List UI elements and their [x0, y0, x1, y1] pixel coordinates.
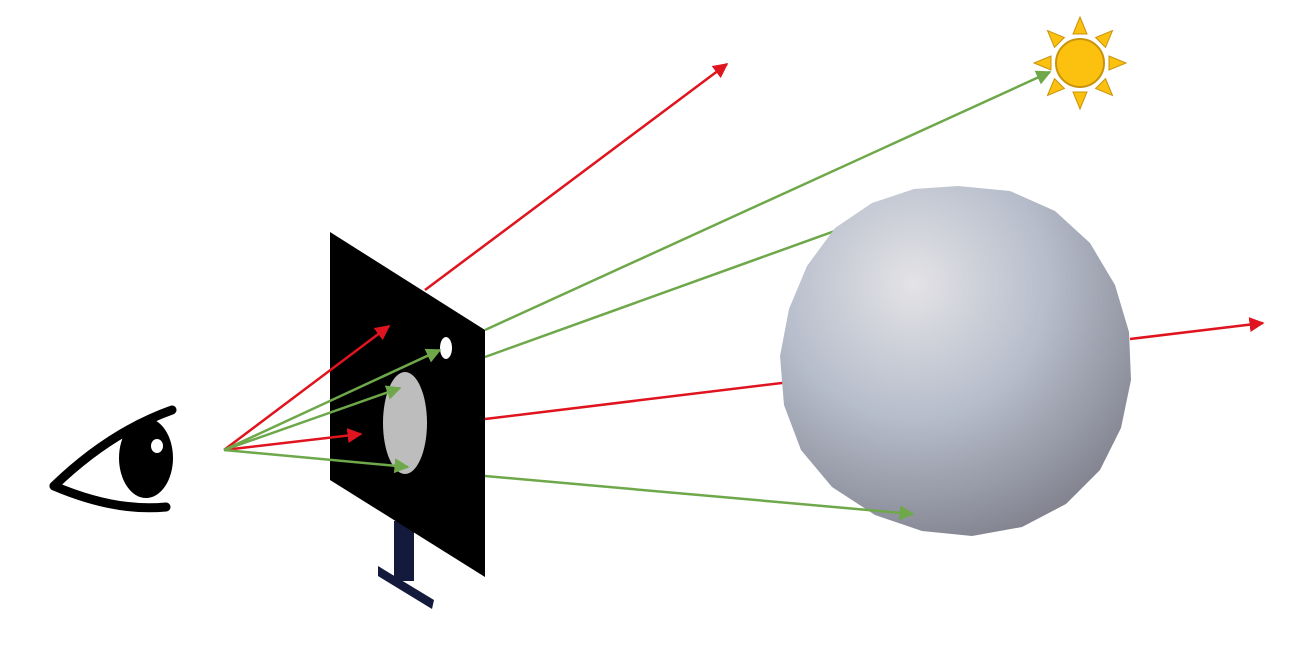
eye-icon: [49, 405, 177, 513]
eye-ray-green-3: [223, 448, 410, 474]
sun-disc: [1055, 38, 1105, 88]
sun-ray: [1108, 55, 1128, 71]
miss-ray-far-segment: [424, 62, 729, 292]
shadow-ray-to-sun: [484, 70, 1052, 332]
eye-upper-lid: [49, 405, 177, 491]
rays-eye-to-screen: [223, 325, 442, 474]
eye-ray-red-lower: [223, 428, 363, 452]
eye-iris: [119, 418, 173, 498]
screen-pixel-large: [383, 372, 427, 474]
eye-lower-lid: [49, 481, 171, 513]
miss-ray-exit-segment: [1129, 317, 1265, 341]
eye-ray-green-2: [223, 385, 402, 452]
sun-ray: [1032, 55, 1052, 71]
sun-ray: [1072, 91, 1088, 111]
screen-pixel-small: [440, 337, 452, 359]
screen-stand: [378, 521, 434, 609]
sun-ray: [1094, 29, 1114, 49]
eye-highlight: [151, 439, 163, 453]
eye-ray-green-1: [223, 348, 442, 452]
miss-ray-through-sphere-segment: [484, 380, 791, 421]
sun-ray: [1046, 77, 1066, 97]
eye-ray-red-upper: [223, 325, 391, 451]
sun-icon: [1032, 15, 1128, 111]
screen-stand-base: [378, 566, 434, 609]
sun-ray: [1094, 77, 1114, 97]
sphere: [780, 186, 1131, 536]
hit-ray-lower-segment: [484, 474, 915, 521]
screen-stand-post: [394, 521, 414, 581]
sun-ray: [1072, 15, 1088, 35]
sun-ray: [1046, 29, 1066, 49]
